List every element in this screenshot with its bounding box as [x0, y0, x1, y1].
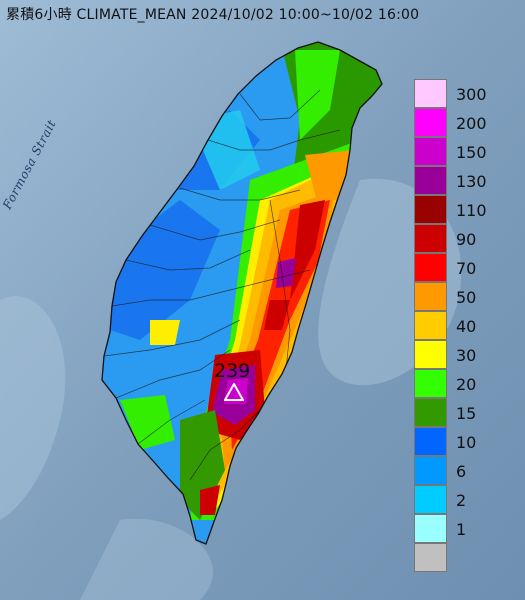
legend-swatch	[414, 137, 447, 166]
legend-swatch	[414, 282, 447, 311]
triangle-icon	[224, 383, 244, 401]
legend-swatch	[414, 369, 447, 398]
legend-label: 50	[456, 288, 477, 307]
legend-label: 1	[456, 520, 467, 539]
legend-label: 40	[456, 317, 477, 336]
legend-label: 6	[456, 462, 467, 481]
legend-swatch	[414, 340, 447, 369]
legend-label: 150	[456, 143, 487, 162]
legend-swatch	[414, 108, 447, 137]
legend-label: 110	[456, 201, 487, 220]
legend-label: 10	[456, 433, 477, 452]
legend-label: 70	[456, 259, 477, 278]
legend-swatch	[414, 485, 447, 514]
legend-swatch	[414, 514, 447, 543]
legend-swatch	[414, 311, 447, 340]
legend-swatch	[414, 195, 447, 224]
legend-label: 300	[456, 85, 487, 104]
map-title: 累積6小時 CLIMATE_MEAN 2024/10/02 10:00~10/0…	[6, 7, 420, 23]
legend-swatch	[414, 543, 447, 572]
legend-label: 2	[456, 491, 467, 510]
legend-label: 90	[456, 230, 477, 249]
legend-swatch	[414, 79, 447, 108]
legend-label: 30	[456, 346, 477, 365]
legend-swatch	[414, 398, 447, 427]
peak-value-label: 239	[214, 360, 251, 382]
legend-swatch	[414, 253, 447, 282]
county-boundaries	[103, 89, 341, 481]
legend-swatch	[414, 166, 447, 195]
legend-label: 200	[456, 114, 487, 133]
coastline	[101, 41, 383, 545]
legend-swatch	[414, 456, 447, 485]
legend-swatch	[414, 427, 447, 456]
legend-label: 20	[456, 375, 477, 394]
legend-label: 130	[456, 172, 487, 191]
legend-swatch	[414, 224, 447, 253]
legend-label: 15	[456, 404, 477, 423]
